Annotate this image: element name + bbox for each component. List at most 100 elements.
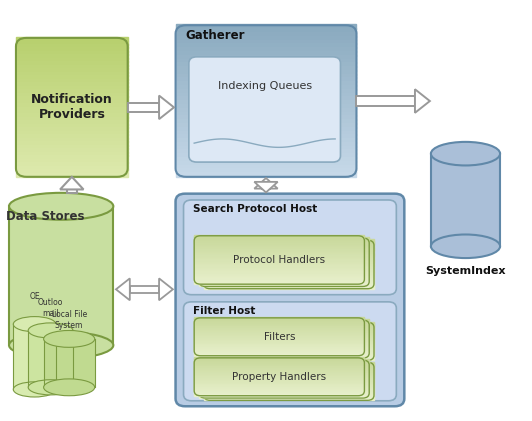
Bar [16,72,128,76]
Bar [199,369,369,370]
Bar [176,119,356,124]
Bar [199,336,369,338]
Bar [204,347,374,349]
Bar [204,389,374,391]
Bar [194,358,364,360]
Bar [199,237,369,239]
Bar [194,279,364,280]
Polygon shape [67,189,77,193]
Bar [199,346,369,348]
Bar [204,386,374,388]
Bar [204,397,374,400]
Bar [194,351,364,353]
Polygon shape [356,96,415,106]
Bar [204,359,374,360]
Bar [194,253,364,255]
Bar [199,245,369,247]
Bar [176,161,356,165]
Bar [204,241,374,243]
Bar [194,271,364,273]
Bar [194,320,364,322]
Bar [204,394,374,396]
Bar [194,324,364,325]
Bar [194,368,364,370]
Bar [16,54,128,59]
Bar [16,85,128,90]
Bar [204,381,374,383]
Ellipse shape [9,332,113,359]
Bar [194,269,364,271]
Bar [199,264,369,266]
Bar [199,338,369,340]
Bar [199,242,369,244]
Bar [199,351,369,352]
Bar [204,392,374,394]
Bar [204,323,374,325]
Bar [199,325,369,327]
Bar [199,329,369,330]
Bar [199,266,369,268]
Bar [194,331,364,333]
Bar [204,391,374,393]
Bar [204,365,374,366]
Bar [199,256,369,257]
Bar [194,276,364,278]
Polygon shape [254,182,278,192]
Polygon shape [415,89,430,113]
Bar [204,375,374,377]
Bar [176,24,356,29]
Bar [194,243,364,245]
Bar [204,243,374,245]
Bar [199,349,369,352]
Bar [204,350,374,352]
Bar [199,393,369,395]
Bar [194,364,364,365]
Bar [204,331,374,333]
Text: Filter Host: Filter Host [193,306,255,316]
Bar [199,373,369,375]
Text: Gatherer: Gatherer [185,29,245,42]
Bar [199,327,369,329]
Bar [204,395,374,397]
Bar [16,75,128,80]
Bar [199,361,369,363]
Bar [176,89,356,93]
Bar [199,248,369,250]
Bar [199,340,369,342]
Bar [176,112,356,116]
Bar [199,283,369,285]
Bar [194,265,364,267]
Bar [204,399,374,400]
Bar [199,261,369,264]
Bar [204,328,374,330]
Bar [194,381,364,382]
Bar [204,266,374,268]
Bar [194,264,364,266]
Bar [204,368,374,370]
Bar [199,352,369,354]
Bar [176,66,356,71]
Bar [194,384,364,386]
Bar [204,283,374,285]
Bar [199,341,369,343]
Bar [176,149,356,154]
Bar [199,381,369,383]
Bar [194,236,364,238]
Text: Outloo
mail: Outloo mail [38,298,63,318]
Bar [199,384,369,386]
Bar [199,276,369,278]
Bar [176,59,356,63]
Bar [194,245,364,247]
Bar [199,328,369,330]
Text: Filters: Filters [263,332,295,342]
Bar [204,354,374,356]
Bar [176,165,356,169]
Bar [204,352,374,354]
Bar [204,377,374,378]
Bar [194,263,364,265]
Bar [194,332,364,334]
Bar [199,347,369,349]
Polygon shape [128,103,159,112]
Bar [199,345,369,346]
Bar [16,145,128,149]
